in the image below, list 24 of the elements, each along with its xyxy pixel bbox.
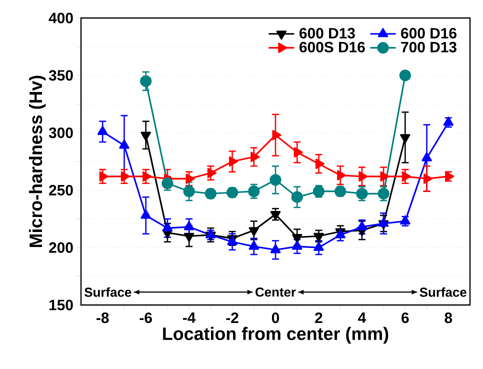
annotation: Surface bbox=[84, 287, 132, 297]
annotation: Center bbox=[256, 287, 296, 297]
legend-label: 600 D16 bbox=[401, 28, 456, 38]
legend-label: 700 D13 bbox=[401, 42, 456, 52]
x-axis-title: Location from center (mm) bbox=[163, 326, 388, 344]
x-tick-label: 6 bbox=[402, 312, 409, 324]
y-tick-label: 400 bbox=[48, 12, 73, 24]
y-tick-label: 200 bbox=[49, 242, 73, 253]
annotation: Surface bbox=[420, 287, 466, 297]
x-tick-label: 2 bbox=[315, 312, 322, 323]
legend-label: 600S D16 bbox=[300, 42, 365, 52]
y-tick-label: 300 bbox=[48, 127, 73, 138]
y-tick-label: 350 bbox=[48, 70, 73, 81]
x-tick-label: 0 bbox=[272, 312, 280, 324]
x-tick-label: -6 bbox=[140, 312, 152, 324]
y-axis-title: Micro-hardness (Hv) bbox=[28, 76, 46, 247]
y-tick-label: 150 bbox=[49, 300, 73, 310]
x-tick-label: 8 bbox=[444, 312, 452, 324]
x-tick-label: -2 bbox=[226, 312, 238, 323]
legend-label: 600 D13 bbox=[300, 28, 355, 39]
x-tick-label: 4 bbox=[358, 312, 366, 323]
y-tick-label: 250 bbox=[49, 184, 73, 196]
x-tick-label: -8 bbox=[96, 312, 109, 324]
x-tick-label: -4 bbox=[182, 312, 196, 323]
